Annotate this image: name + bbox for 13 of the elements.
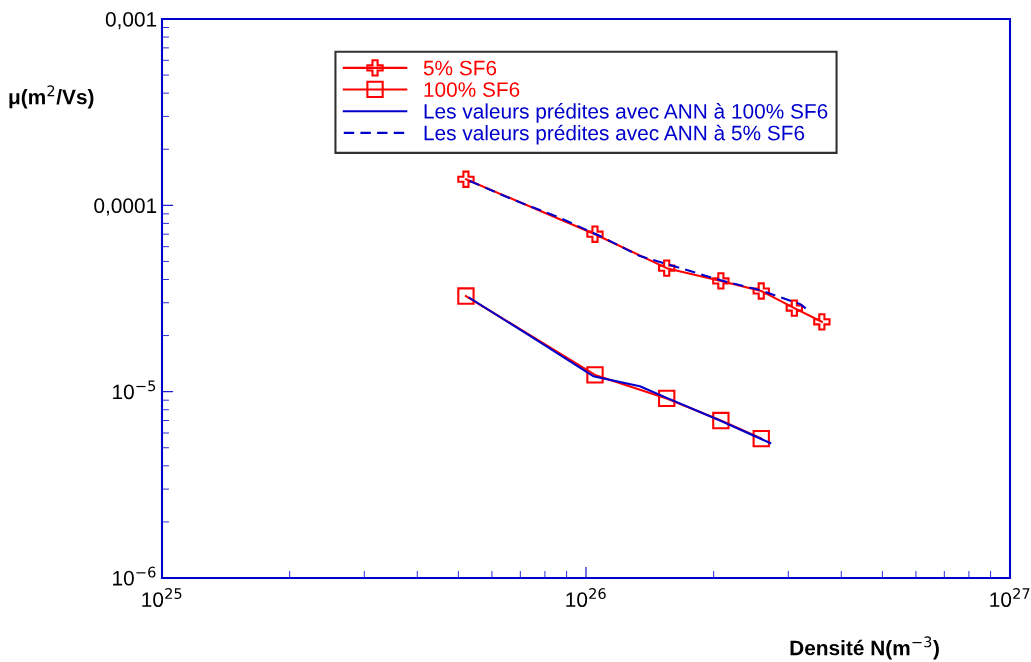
x-tick-label: 10$^{25}$ — [142, 588, 182, 608]
y-tick-label: 0,001 — [105, 12, 157, 30]
x-axis-title: Densité N(m$^{−3}$) — [790, 636, 939, 660]
x-tick-label: 10$^{27}$ — [990, 588, 1030, 608]
legend-label: 100% SF6 — [424, 82, 520, 97]
y-tick-label: 10$^{−5}$ — [113, 380, 156, 400]
legend-label: Les valeurs prédites avec ANN à 5% SF6 — [424, 124, 805, 145]
y-axis-title: μ(m$^{2}$/Vs) — [9, 85, 94, 109]
legend-label: Les valeurs prédites avec ANN à 100% SF6 — [424, 103, 828, 123]
legend-label: 5% SF6 — [423, 60, 497, 76]
x-tick-label: 10$^{26}$ — [566, 588, 606, 608]
y-tick-label: 0,0001 — [94, 198, 157, 216]
y-tick-label: 10$^{−6}$ — [113, 566, 156, 586]
